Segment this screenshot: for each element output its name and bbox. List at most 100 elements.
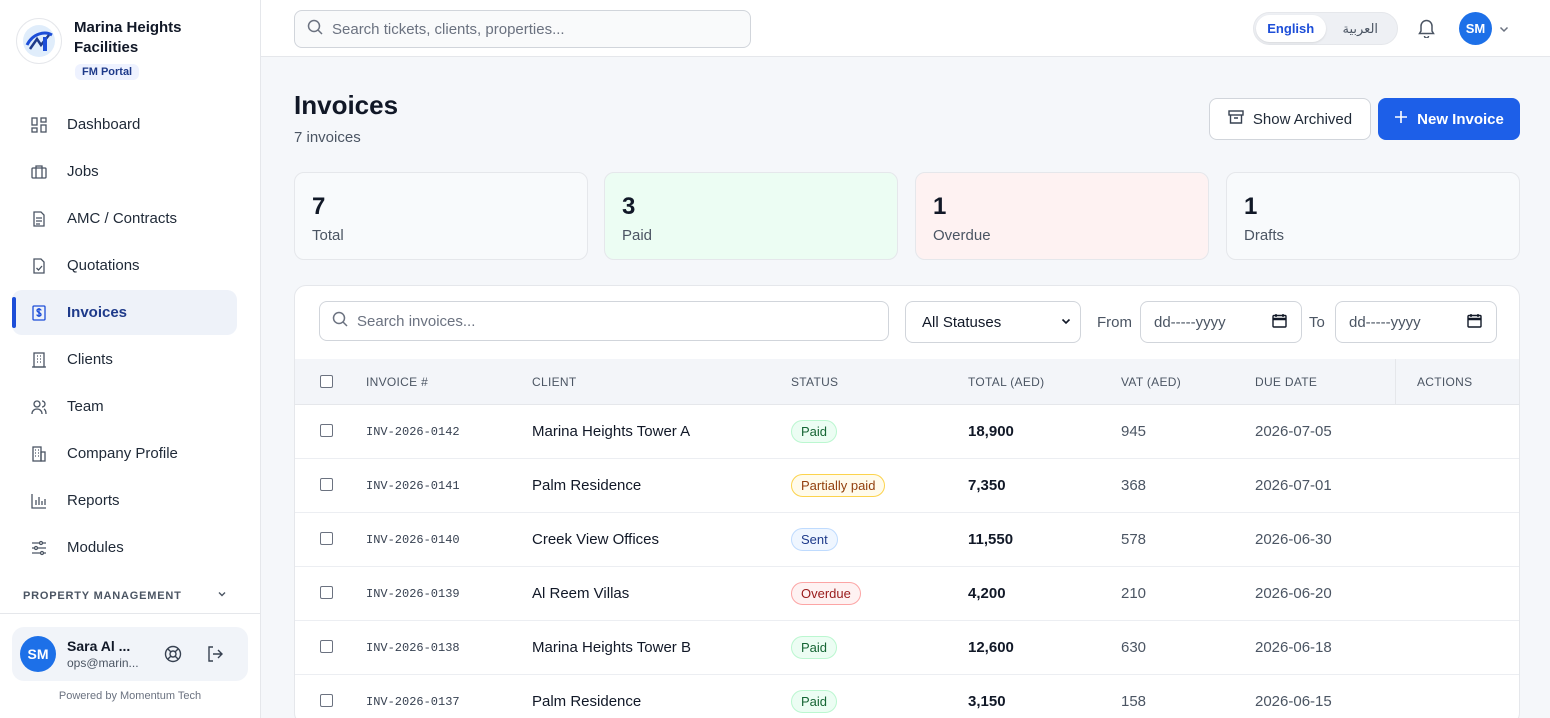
invoice-total: 3,150 bbox=[968, 693, 1006, 710]
sidebar-item-company-profile[interactable]: Company Profile bbox=[12, 431, 237, 476]
select-all-checkbox[interactable] bbox=[320, 375, 333, 388]
chevron-down-icon bbox=[216, 588, 228, 603]
header-invoice[interactable]: INVOICE # bbox=[366, 375, 429, 389]
header-status[interactable]: STATUS bbox=[791, 375, 839, 389]
invoice-vat: 945 bbox=[1121, 423, 1147, 440]
row-checkbox[interactable] bbox=[320, 640, 333, 653]
invoice-number[interactable]: INV-2026-0139 bbox=[366, 587, 460, 601]
status-filter-select[interactable]: All Statuses bbox=[905, 301, 1081, 343]
invoice-total: 4,200 bbox=[968, 585, 1006, 602]
new-invoice-button[interactable]: New Invoice bbox=[1378, 98, 1520, 140]
sliders-icon bbox=[30, 539, 48, 557]
invoice-number[interactable]: INV-2026-0141 bbox=[366, 479, 460, 493]
row-checkbox[interactable] bbox=[320, 424, 333, 437]
user-name: Sara Al ... bbox=[67, 638, 131, 654]
header-total[interactable]: TOTAL (AED) bbox=[968, 375, 1045, 389]
invoice-vat: 210 bbox=[1121, 585, 1147, 602]
sidebar-item-label: Modules bbox=[67, 539, 124, 556]
divider bbox=[0, 613, 260, 614]
global-search[interactable] bbox=[294, 10, 751, 48]
invoice-number[interactable]: INV-2026-0140 bbox=[366, 533, 460, 547]
row-checkbox[interactable] bbox=[320, 586, 333, 599]
invoice-number[interactable]: INV-2026-0138 bbox=[366, 641, 460, 655]
row-checkbox[interactable] bbox=[320, 694, 333, 707]
sidebar-item-dashboard[interactable]: Dashboard bbox=[12, 102, 237, 147]
topbar: English العربية SM bbox=[261, 0, 1550, 57]
due-date: 2026-07-05 bbox=[1255, 423, 1332, 440]
due-date: 2026-06-18 bbox=[1255, 639, 1332, 656]
invoice-number[interactable]: INV-2026-0142 bbox=[366, 425, 460, 439]
stat-label: Drafts bbox=[1244, 227, 1285, 244]
invoice-search[interactable] bbox=[319, 301, 889, 341]
invoice-number[interactable]: INV-2026-0137 bbox=[366, 695, 460, 709]
status-badge: Paid bbox=[791, 690, 838, 713]
top-avatar[interactable]: SM bbox=[1459, 12, 1492, 45]
sidebar-item-label: Quotations bbox=[67, 257, 140, 274]
calendar-icon[interactable] bbox=[1272, 313, 1287, 332]
header-client[interactable]: CLIENT bbox=[532, 375, 577, 389]
brand[interactable]: Marina Heights Facilities FM Portal bbox=[16, 18, 182, 80]
stat-value: 1 bbox=[1244, 193, 1258, 220]
stat-card-overdue: 1 Overdue bbox=[915, 172, 1209, 260]
invoice-icon bbox=[30, 304, 48, 322]
table-row[interactable]: INV-2026-0139 Al Reem Villas Overdue 4,2… bbox=[295, 567, 1519, 621]
sidebar: Marina Heights Facilities FM Portal Dash… bbox=[0, 0, 261, 718]
show-archived-button[interactable]: Show Archived bbox=[1209, 98, 1371, 140]
client-name: Marina Heights Tower B bbox=[532, 639, 691, 656]
sidebar-item-label: AMC / Contracts bbox=[67, 210, 178, 227]
language-toggle: English العربية bbox=[1253, 12, 1398, 45]
status-filter-value: All Statuses bbox=[922, 313, 1002, 331]
invoice-total: 12,600 bbox=[968, 639, 1014, 656]
invoice-search-input[interactable] bbox=[357, 312, 877, 330]
row-checkbox[interactable] bbox=[320, 478, 333, 491]
plus-icon bbox=[1394, 110, 1408, 128]
stat-card-drafts: 1 Drafts bbox=[1226, 172, 1520, 260]
header-due-date[interactable]: DUE DATE bbox=[1255, 375, 1318, 389]
building-icon bbox=[30, 351, 48, 369]
bell-icon[interactable] bbox=[1417, 18, 1436, 43]
portal-badge: FM Portal bbox=[75, 64, 140, 80]
invoice-vat: 630 bbox=[1121, 639, 1147, 656]
client-name: Creek View Offices bbox=[532, 531, 659, 548]
invoice-total: 11,550 bbox=[968, 531, 1014, 548]
sidebar-item-quotations[interactable]: Quotations bbox=[12, 243, 237, 288]
company-icon bbox=[30, 445, 48, 463]
sidebar-item-label: Dashboard bbox=[67, 116, 141, 133]
stat-value: 3 bbox=[622, 193, 636, 220]
status-badge: Sent bbox=[791, 528, 838, 551]
sidebar-item-modules[interactable]: Modules bbox=[12, 525, 237, 570]
avatar[interactable]: SM bbox=[20, 636, 56, 672]
sidebar-item-clients[interactable]: Clients bbox=[12, 337, 237, 382]
sidebar-item-label: Clients bbox=[67, 351, 113, 368]
global-search-input[interactable] bbox=[332, 20, 732, 38]
from-date-input[interactable]: dd-----yyyy bbox=[1140, 301, 1302, 343]
invoice-vat: 578 bbox=[1121, 531, 1147, 548]
date-placeholder: dd-----yyyy bbox=[1154, 313, 1226, 331]
invoices-table-card: All Statuses From dd-----yyyy To dd-----… bbox=[294, 285, 1520, 718]
sidebar-item-invoices[interactable]: Invoices bbox=[12, 290, 237, 335]
table-row[interactable]: INV-2026-0137 Palm Residence Paid 3,150 … bbox=[295, 675, 1519, 718]
table-row[interactable]: INV-2026-0140 Creek View Offices Sent 11… bbox=[295, 513, 1519, 567]
to-date-input[interactable]: dd-----yyyy bbox=[1335, 301, 1497, 343]
calendar-icon[interactable] bbox=[1467, 313, 1482, 332]
due-date: 2026-06-30 bbox=[1255, 531, 1332, 548]
sidebar-item-jobs[interactable]: Jobs bbox=[12, 149, 237, 194]
brand-name: Marina Heights Facilities bbox=[74, 19, 182, 56]
sidebar-item-contracts[interactable]: AMC / Contracts bbox=[12, 196, 237, 241]
row-checkbox[interactable] bbox=[320, 532, 333, 545]
lang-english[interactable]: English bbox=[1256, 15, 1326, 42]
table-row[interactable]: INV-2026-0142 Marina Heights Tower A Pai… bbox=[295, 405, 1519, 459]
status-badge: Partially paid bbox=[791, 474, 886, 497]
sidebar-item-team[interactable]: Team bbox=[12, 384, 237, 429]
header-vat[interactable]: VAT (AED) bbox=[1121, 375, 1182, 389]
search-icon bbox=[332, 311, 348, 332]
property-management-section-toggle[interactable]: PROPERTY MANAGEMENT bbox=[23, 588, 228, 603]
table-row[interactable]: INV-2026-0141 Palm Residence Partially p… bbox=[295, 459, 1519, 513]
logout-icon[interactable] bbox=[205, 644, 225, 664]
sidebar-item-reports[interactable]: Reports bbox=[12, 478, 237, 523]
chevron-down-icon[interactable] bbox=[1498, 22, 1510, 40]
lang-arabic[interactable]: العربية bbox=[1342, 20, 1379, 36]
help-icon[interactable] bbox=[163, 644, 183, 664]
sidebar-item-label: Jobs bbox=[67, 163, 99, 180]
table-row[interactable]: INV-2026-0138 Marina Heights Tower B Pai… bbox=[295, 621, 1519, 675]
